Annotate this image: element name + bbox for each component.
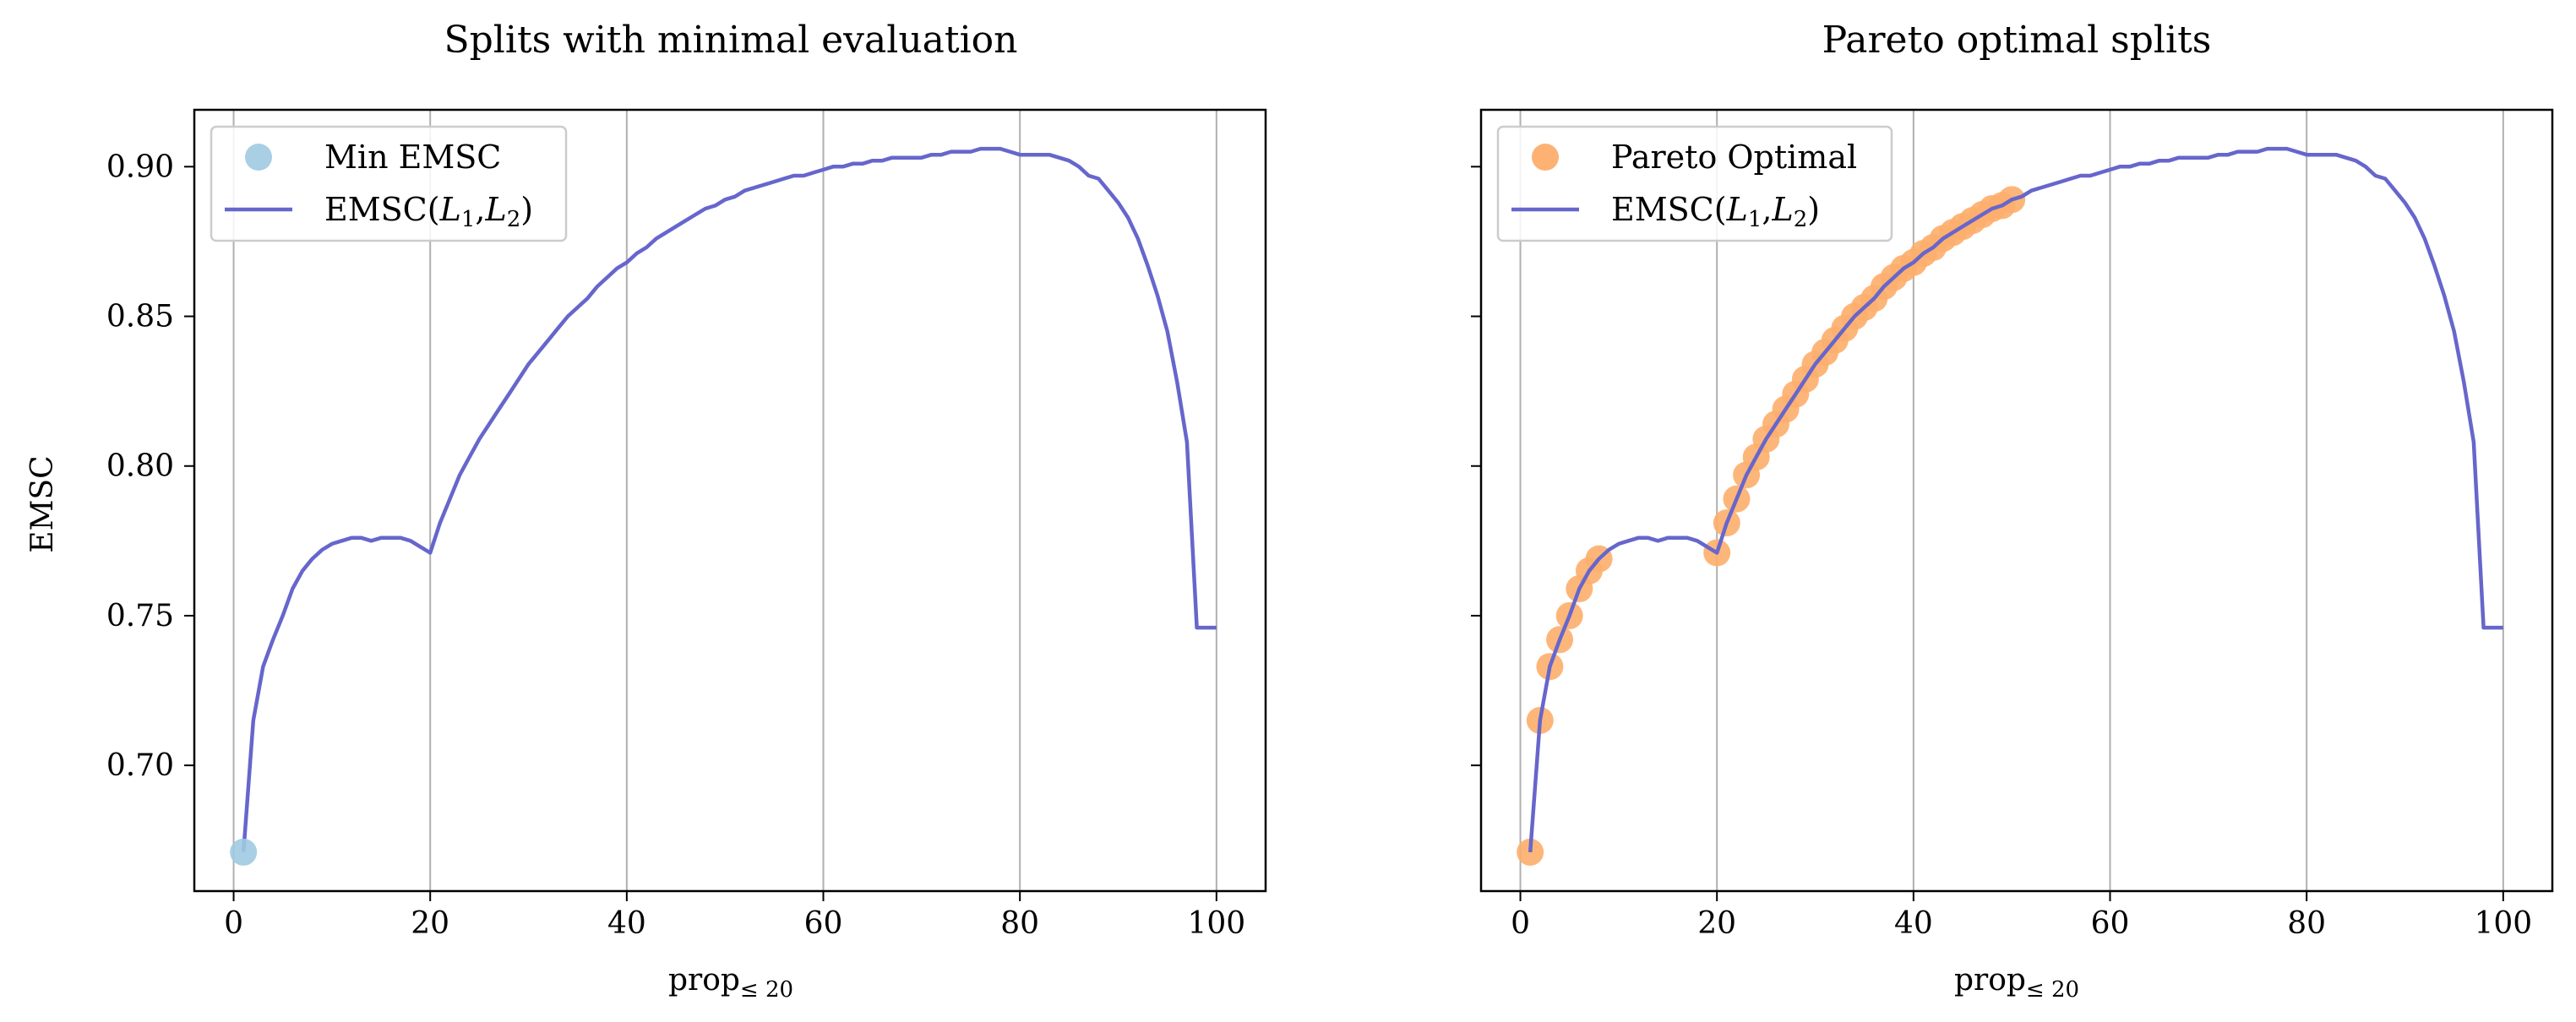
- right-legend-line-label: EMSC(L1,L2): [1611, 191, 1820, 232]
- left-marker-layer: [230, 838, 258, 866]
- left-axes-frame: [193, 108, 1267, 893]
- left-y-tick-label: 0.75: [106, 599, 174, 633]
- left-x-tick-label: 80: [1000, 906, 1039, 941]
- left-x-ticks: 0 20 40 60 80 100: [224, 891, 1245, 941]
- left-y-axis-label: EMSC: [25, 455, 60, 552]
- left-y-ticks: 0.70 0.75 0.80 0.85 0.90: [106, 149, 194, 783]
- left-y-tick-label: 0.90: [106, 149, 174, 184]
- right-legend-box: [1496, 125, 1893, 242]
- left-chart-panel: Splits with minimal evaluation EMSC prop…: [25, 19, 1267, 1003]
- left-emsc-line: [241, 146, 1217, 853]
- left-y-tick-label: 0.85: [106, 300, 174, 334]
- left-line-layer: [241, 146, 1217, 853]
- left-x-tick-label: 0: [224, 906, 243, 941]
- left-data-point: [230, 838, 258, 866]
- right-x-tick-label: 80: [2287, 906, 2326, 941]
- right-legend-marker-icon: [1532, 144, 1559, 171]
- left-x-tick-label: 100: [1187, 906, 1245, 941]
- right-grid: [1519, 110, 2504, 891]
- right-x-tick-label: 0: [1511, 906, 1530, 941]
- left-y-tick-label: 0.80: [106, 449, 174, 484]
- right-line-layer: [1528, 146, 2503, 853]
- right-x-tick-label: 20: [1697, 906, 1736, 941]
- right-x-axis-label: prop≤ 20: [1954, 963, 2079, 1003]
- right-chart-title: Pareto optimal splits: [1822, 19, 2212, 62]
- right-marker-layer: [1517, 186, 2026, 866]
- left-x-tick-label: 20: [411, 906, 449, 941]
- left-chart-title: Splits with minimal evaluation: [444, 19, 1017, 62]
- left-x-axis-label: prop≤ 20: [668, 963, 793, 1003]
- right-emsc-line: [1528, 146, 2503, 853]
- left-x-tick-label: 40: [607, 906, 646, 941]
- left-legend-marker-label: Min EMSC: [324, 139, 501, 176]
- right-x-ticks: 0 20 40 60 80 100: [1511, 891, 2532, 941]
- right-legend: Pareto Optimal EMSC(L1,L2): [1496, 125, 1893, 242]
- left-legend-marker-icon: [245, 144, 272, 171]
- left-x-tick-label: 60: [804, 906, 843, 941]
- right-y-ticks: [1471, 166, 1481, 767]
- right-x-tick-label: 60: [2091, 906, 2130, 941]
- right-data-point: [1517, 838, 1544, 866]
- right-axes-frame: [1479, 108, 2554, 893]
- right-chart-panel: Pareto optimal splits prop≤ 20 0 20 40 60 80…: [1471, 19, 2554, 1003]
- left-legend: Min EMSC EMSC(L1,L2): [210, 125, 568, 242]
- right-x-tick-label: 100: [2474, 906, 2532, 941]
- left-legend-box: [210, 125, 568, 242]
- right-legend-marker-label: Pareto Optimal: [1611, 139, 1857, 176]
- right-x-tick-label: 40: [1894, 906, 1933, 941]
- left-y-tick-label: 0.70: [106, 748, 174, 783]
- left-legend-line-label: EMSC(L1,L2): [324, 191, 533, 232]
